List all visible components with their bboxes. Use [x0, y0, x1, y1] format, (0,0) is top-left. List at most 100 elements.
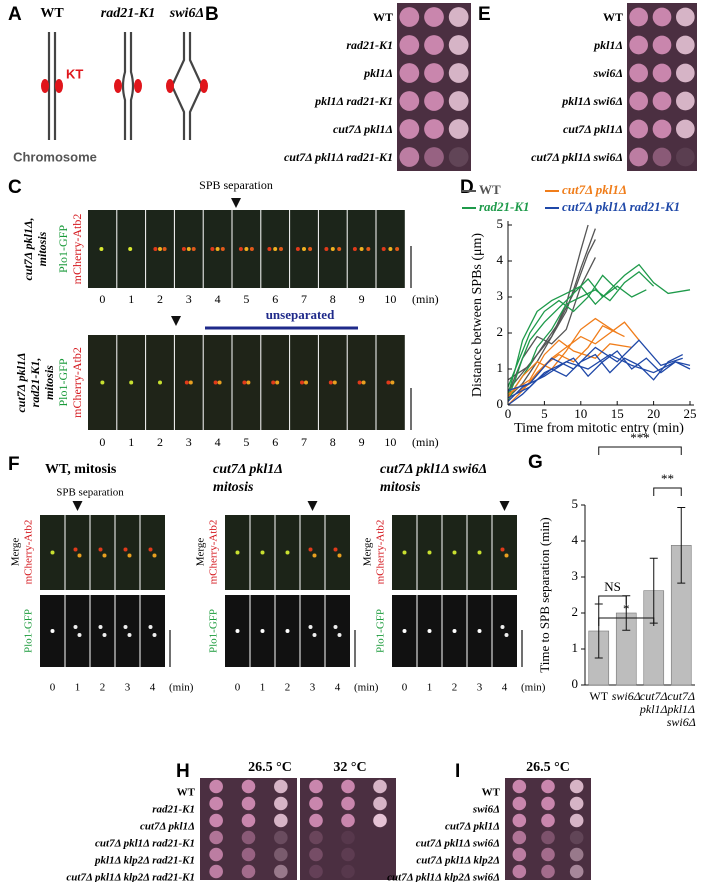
colony-spot: [241, 864, 256, 879]
colony-spot: [676, 7, 695, 27]
colony-spot: [309, 830, 323, 845]
time-label: 5: [243, 292, 249, 306]
colony-spot: [569, 813, 584, 828]
panel-letter: B: [205, 4, 219, 25]
annotation: SPB separation: [199, 178, 273, 192]
strain-label: cut7Δ pkl1Δ rad21-K1: [95, 838, 195, 850]
trace-line: [507, 228, 596, 399]
unit-label: (min): [169, 682, 194, 694]
time-label: 2: [285, 682, 291, 694]
fluorescent-spot: [279, 247, 283, 251]
x-tick-label: 15: [611, 406, 624, 421]
fluorescent-spot: [452, 629, 457, 633]
strain-label: cut7Δ pkl1Δ: [445, 821, 500, 833]
significance-bracket: [598, 595, 627, 604]
colony-spot: [541, 864, 555, 879]
legend-label: WT: [479, 182, 501, 197]
colony-spot: [629, 35, 649, 55]
colony-spot: [241, 779, 256, 794]
colony-spot: [341, 813, 355, 828]
significance-label: ***: [630, 430, 650, 445]
colony-spot: [512, 830, 527, 845]
strain-label: pkl1Δ swi6Δ: [561, 94, 623, 108]
y-tick-label: 3: [497, 288, 504, 303]
panel-letter: E: [478, 4, 491, 25]
colony-spot: [448, 119, 469, 139]
fluorescent-spot: [427, 550, 432, 555]
fluorescent-spot: [337, 633, 342, 637]
colony-spot: [373, 779, 387, 794]
plate-image: [300, 778, 396, 880]
panel-letter: F: [8, 454, 20, 475]
fluorescent-spot: [220, 247, 225, 251]
fluorescent-spot: [330, 247, 335, 251]
colony-spot: [569, 830, 584, 845]
time-label: 4: [150, 682, 156, 694]
genotype-label: rad21-K1: [101, 6, 155, 21]
temperature-label: 26.5 °C: [248, 760, 292, 775]
fluorescent-spot: [388, 247, 393, 251]
fluorescent-spot: [127, 633, 132, 637]
panel-letter: C: [8, 177, 22, 198]
x-tick-label: 0: [505, 406, 512, 421]
fluorescent-spot: [359, 247, 364, 251]
colony-spot: [448, 63, 469, 83]
colony-spot: [274, 830, 288, 845]
fluorescent-spot: [249, 247, 254, 251]
fluorescent-spot: [312, 633, 317, 637]
fluorescent-spot: [210, 247, 215, 251]
fluorescent-spot: [235, 629, 240, 633]
time-label: 7: [301, 292, 307, 306]
trace-line: [507, 353, 691, 402]
colony-spot: [309, 779, 323, 794]
colony-spot: [241, 830, 256, 845]
fluorescent-spot: [271, 380, 276, 385]
fluorescent-spot: [275, 380, 280, 385]
time-label: 3: [125, 682, 131, 694]
microscopy-image: [40, 515, 165, 590]
colony-spot: [209, 779, 223, 794]
strain-label: cut7Δ pkl1Δ klp2Δ: [416, 855, 500, 867]
channel-label: mCherry-Atb2: [23, 520, 35, 585]
strain-label: cut7Δ pkl1Δ klp2Δ swi6Δ: [387, 872, 500, 882]
annotation: unseparated: [266, 307, 335, 322]
subpanel-title: cut7Δ pkl1Δ: [213, 462, 283, 477]
colony-spot: [309, 796, 323, 811]
fluorescent-spot: [128, 247, 133, 251]
strain-label: cut7Δ pkl1Δ swi6Δ: [531, 150, 623, 164]
fluorescent-spot: [285, 550, 290, 555]
time-label: 4: [335, 682, 341, 694]
subpanel-title: cut7Δ pkl1Δ swi6Δ: [380, 462, 487, 477]
time-label: 9: [359, 435, 365, 449]
fluorescent-spot: [50, 550, 55, 555]
strain-label: rad21-K1: [152, 804, 195, 816]
time-label: 6: [272, 435, 278, 449]
fluorescent-spot: [500, 547, 505, 552]
fluorescent-spot: [158, 247, 162, 251]
colony-spot: [541, 779, 555, 794]
channel-label: Plo1-GFP: [56, 225, 70, 273]
colony-spot: [569, 779, 584, 794]
time-label: 2: [157, 435, 163, 449]
colony-spot: [274, 779, 288, 794]
fluorescent-spot: [238, 247, 243, 251]
y-tick-label: 5: [572, 496, 579, 511]
time-label: 1: [75, 682, 81, 694]
colony-spot: [569, 864, 584, 879]
plate-image: [627, 3, 697, 171]
time-label: 3: [477, 682, 483, 694]
x-axis-label: Time from mitotic entry (min): [514, 421, 684, 436]
fluorescent-spot: [77, 633, 82, 637]
strain-label: cut7Δ pkl1Δ rad21-K1: [284, 150, 393, 164]
colony-spot: [309, 813, 323, 828]
colony-spot: [309, 864, 323, 879]
colony-spot: [209, 796, 223, 811]
y-tick-label: 1: [572, 640, 579, 655]
error-bar: [677, 507, 686, 584]
colony-spot: [274, 847, 288, 862]
channel-label: Merge: [362, 538, 374, 567]
plate-image: [397, 3, 471, 171]
trace-line: [507, 339, 632, 395]
colony-spot: [652, 119, 672, 139]
